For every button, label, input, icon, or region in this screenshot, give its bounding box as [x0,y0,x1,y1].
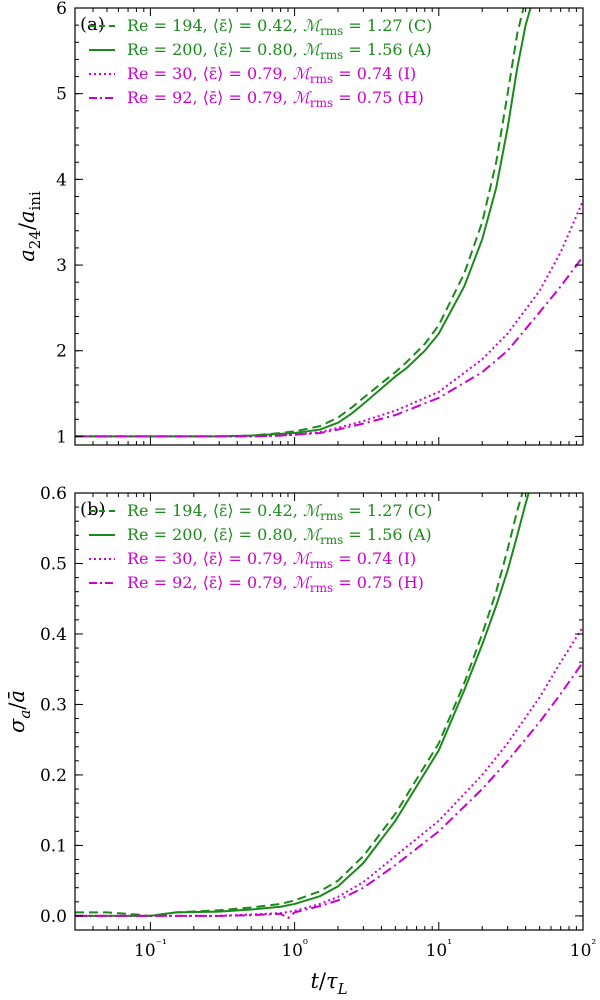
series-line-4 [75,255,583,438]
y-tick-label: 0.5 [40,554,67,574]
series-line-2 [75,493,530,917]
legend-entry: Re = 200, ⟨ε̄⟩ = 0.80, ℳrms = 1.56 (A) [127,525,432,547]
y-tick-label: 3 [56,256,67,276]
series-line-3 [75,626,583,917]
y-tick-label: 0.4 [40,625,67,645]
y-tick-label: 0.1 [40,836,67,856]
y-tick-label: 0.2 [40,766,67,786]
legend-entry: Re = 194, ⟨ε̄⟩ = 0.42, ℳrms = 1.27 (C) [127,16,432,38]
legend-entry: Re = 92, ⟨ε̄⟩ = 0.79, ℳrms = 0.75 (H) [127,88,424,110]
panel-a: 1 2 3 4 5 6 a24/aini (a) Re = 194, ⟨ε̄⟩ = 0.42, … [15,0,584,447]
legend-entry: Re = 30, ⟨ε̄⟩ = 0.79, ℳrms = 0.74 (I) [127,549,416,571]
series-line-1 [75,493,524,917]
legend-entry: Re = 30, ⟨ε̄⟩ = 0.79, ℳrms = 0.74 (I) [127,64,416,86]
x-tick-label: 10⁰ [281,937,308,961]
y-axis-label: a24/aini [15,191,44,262]
y-tick-label: 6 [56,0,67,19]
y-tick-label: 4 [56,170,67,190]
panel-label: (a) [80,14,105,35]
panel-label: (b) [80,499,106,520]
x-tick-label: 10⁻¹ [134,937,167,961]
y-tick-label: 2 [56,342,67,362]
legend-entry: Re = 200, ⟨ε̄⟩ = 0.80, ℳrms = 1.56 (A) [127,40,432,62]
legend-entry: Re = 194, ⟨ε̄⟩ = 0.42, ℳrms = 1.27 (C) [127,501,432,523]
series-line-2 [75,8,532,438]
x-axis-label: t/τL [310,969,347,998]
y-tick-label: 5 [56,85,67,105]
y-axis-label: σa/ā [5,690,34,733]
y-tick-label: 1 [56,427,67,447]
legend-entry: Re = 92, ⟨ε̄⟩ = 0.79, ℳrms = 0.75 (H) [127,573,424,595]
y-tick-label: 0.6 [40,484,67,504]
plot-frame [74,7,584,446]
panel-b: 10⁻¹ 10⁰ 10¹ 10² 0.0 0.1 0.2 0.3 0.4 0.5 0.6 σa/ā t/… [5,484,596,998]
y-tick-label: 0.0 [40,907,67,927]
plot-frame [74,492,584,931]
x-tick-label: 10² [570,937,597,961]
y-tick-label: 0.3 [40,695,67,715]
series-line-4 [75,661,583,920]
series-line-3 [75,200,583,438]
x-tick-label: 10¹ [426,937,452,961]
